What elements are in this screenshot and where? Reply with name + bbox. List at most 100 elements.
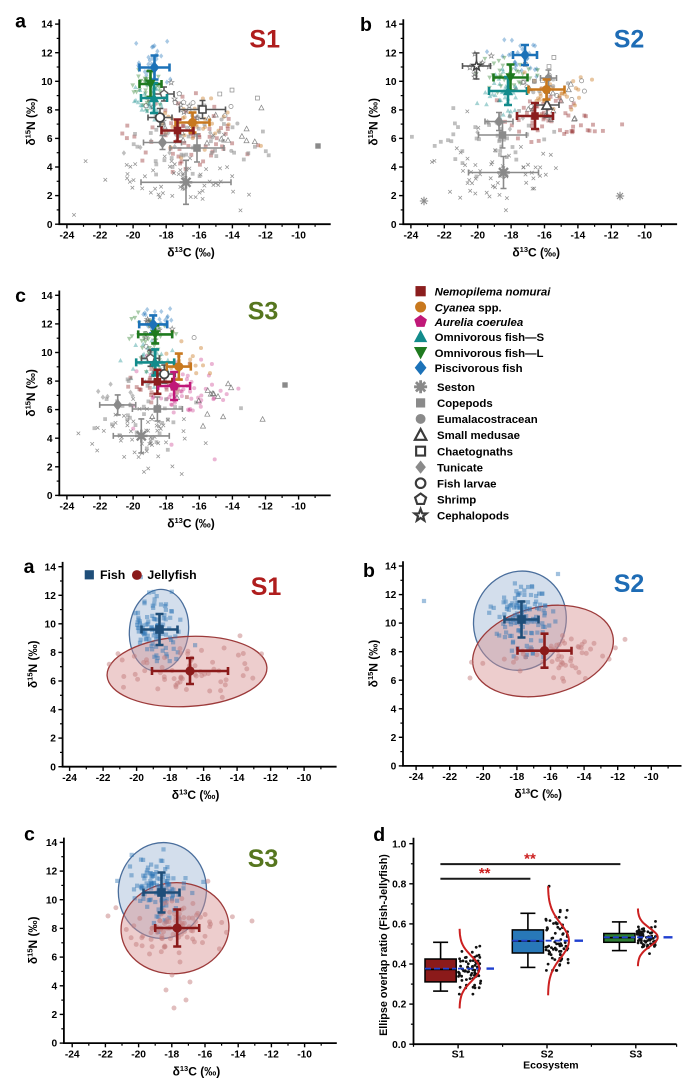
svg-text:2: 2 (47, 191, 53, 202)
svg-text:b: b (360, 14, 372, 36)
svg-text:-10: -10 (297, 1049, 312, 1060)
svg-text:-16: -16 (192, 230, 207, 241)
svg-text:8: 8 (52, 924, 58, 935)
svg-text:-18: -18 (164, 1049, 179, 1060)
svg-text:0.6: 0.6 (392, 920, 406, 931)
svg-text:4: 4 (50, 705, 56, 716)
svg-text:-16: -16 (537, 230, 552, 241)
svg-text:Shrimp: Shrimp (437, 495, 476, 507)
svg-text:-22: -22 (442, 772, 457, 783)
svg-text:-24: -24 (65, 1049, 80, 1060)
svg-text:-12: -12 (610, 772, 625, 783)
svg-text:d: d (373, 824, 385, 846)
svg-text:4: 4 (52, 981, 58, 992)
svg-text:14: 14 (385, 20, 397, 31)
svg-text:-20: -20 (129, 773, 144, 784)
svg-text:-22: -22 (437, 230, 452, 241)
svg-text:Cyanea spp.: Cyanea spp. (435, 302, 502, 314)
svg-text:14: 14 (385, 562, 397, 573)
svg-text:-14: -14 (571, 230, 586, 241)
svg-text:-12: -12 (264, 1049, 279, 1060)
svg-text:8: 8 (47, 106, 53, 117)
svg-text:14: 14 (46, 838, 58, 849)
svg-text:Eumalacostracean: Eumalacostracean (437, 414, 538, 426)
svg-text:δ15N (‰): δ15N (‰) (366, 98, 381, 146)
svg-text:δ15N (‰): δ15N (‰) (25, 916, 40, 964)
svg-text:S1: S1 (251, 573, 282, 601)
svg-text:-16: -16 (192, 502, 207, 513)
svg-text:12: 12 (46, 867, 58, 878)
svg-text:Seston: Seston (437, 382, 475, 394)
svg-text:12: 12 (41, 48, 53, 59)
svg-text:Aurelia coerulea: Aurelia coerulea (434, 317, 524, 329)
svg-text:S2: S2 (614, 26, 645, 54)
svg-text:S2: S2 (541, 1049, 554, 1061)
svg-text:0.0: 0.0 (392, 1040, 406, 1051)
svg-text:-12: -12 (263, 773, 278, 784)
svg-text:14: 14 (41, 20, 53, 31)
svg-text:-20: -20 (131, 1049, 146, 1060)
svg-text:12: 12 (385, 48, 397, 59)
svg-text:6: 6 (391, 676, 397, 687)
svg-text:-14: -14 (225, 230, 240, 241)
svg-text:-24: -24 (409, 772, 424, 783)
svg-text:1.0: 1.0 (392, 839, 406, 850)
svg-text:b: b (363, 560, 375, 582)
svg-text:a: a (15, 11, 26, 33)
svg-text:-18: -18 (159, 502, 174, 513)
svg-text:δ13C (‰): δ13C (‰) (173, 1064, 221, 1079)
svg-text:-22: -22 (96, 773, 111, 784)
svg-text:δ15N (‰): δ15N (‰) (25, 640, 40, 688)
svg-text:-12: -12 (258, 502, 273, 513)
svg-text:-20: -20 (470, 230, 485, 241)
svg-text:S3: S3 (629, 1049, 642, 1061)
svg-text:10: 10 (45, 619, 57, 630)
svg-text:c: c (24, 824, 35, 846)
svg-text:Small medusae: Small medusae (437, 430, 520, 442)
svg-text:δ13C (‰): δ13C (‰) (172, 788, 220, 803)
svg-text:0: 0 (391, 220, 397, 231)
svg-text:**: ** (524, 850, 536, 867)
svg-text:-14: -14 (577, 772, 592, 783)
svg-text:10: 10 (46, 895, 58, 906)
svg-text:6: 6 (47, 405, 53, 416)
svg-text:-18: -18 (504, 230, 519, 241)
svg-text:-20: -20 (476, 772, 491, 783)
svg-text:6: 6 (52, 953, 58, 964)
svg-text:-10: -10 (644, 772, 659, 783)
svg-text:4: 4 (391, 163, 397, 174)
svg-text:S3: S3 (248, 298, 279, 326)
svg-text:Ellipse overlap ratio (Fish-Je: Ellipse overlap ratio (Fish-Jellyfish) (378, 854, 390, 1036)
svg-text:-24: -24 (60, 230, 75, 241)
svg-text:-16: -16 (543, 772, 558, 783)
svg-text:6: 6 (50, 677, 56, 688)
svg-text:Cephalopods: Cephalopods (437, 511, 509, 523)
svg-text:S1: S1 (249, 26, 280, 54)
svg-text:6: 6 (391, 134, 397, 145)
svg-text:6: 6 (47, 134, 53, 145)
svg-text:-18: -18 (159, 230, 174, 241)
svg-text:-14: -14 (230, 773, 245, 784)
svg-text:-12: -12 (258, 230, 273, 241)
svg-text:Ecosystem: Ecosystem (523, 1059, 578, 1071)
svg-text:-18: -18 (510, 772, 525, 783)
svg-text:-24: -24 (60, 502, 75, 513)
svg-text:0: 0 (52, 1039, 58, 1050)
svg-text:δ15N (‰): δ15N (‰) (24, 369, 39, 417)
svg-text:**: ** (479, 865, 491, 882)
svg-text:δ13C (‰): δ13C (‰) (512, 245, 560, 260)
svg-text:14: 14 (45, 562, 57, 573)
svg-text:-22: -22 (98, 1049, 113, 1060)
svg-text:Omnivorous fish—S: Omnivorous fish—S (435, 332, 545, 344)
svg-text:Fish: Fish (100, 568, 125, 582)
svg-text:-10: -10 (291, 502, 306, 513)
svg-text:-24: -24 (62, 773, 77, 784)
svg-text:-16: -16 (198, 1049, 213, 1060)
svg-text:4: 4 (47, 163, 53, 174)
svg-text:-16: -16 (196, 773, 211, 784)
svg-text:Nemopilema nomurai: Nemopilema nomurai (435, 287, 552, 299)
svg-text:-10: -10 (637, 230, 652, 241)
svg-text:10: 10 (385, 619, 397, 630)
svg-text:-14: -14 (225, 502, 240, 513)
svg-text:8: 8 (391, 106, 397, 117)
